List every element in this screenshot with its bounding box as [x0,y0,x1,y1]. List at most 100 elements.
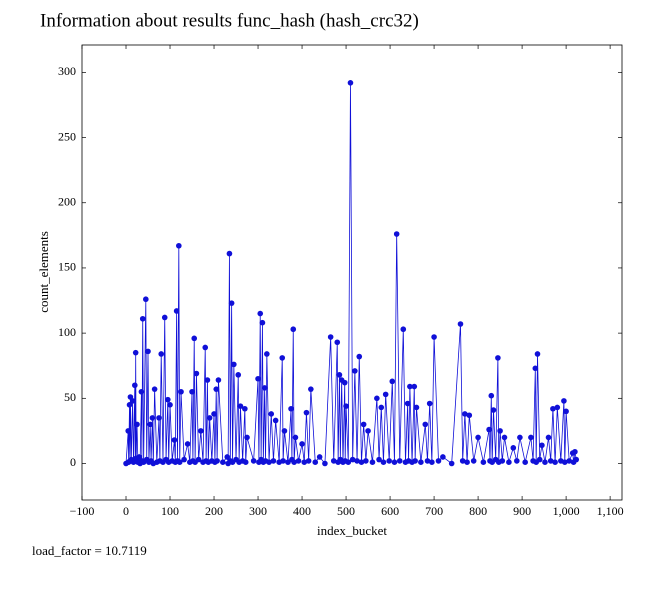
data-point [539,442,545,449]
data-point [501,434,508,441]
x-tick-label: 100 [161,504,179,518]
data-point [380,459,387,465]
data-point [497,428,503,434]
data-point [389,378,396,385]
data-point [517,434,523,441]
data-point [542,459,548,465]
data-point [305,458,312,464]
data-point [510,445,517,451]
data-point [176,459,183,465]
data-point [418,459,424,465]
data-point [228,300,235,306]
data-point [215,377,222,383]
data-point [161,314,168,321]
x-axis-label: index_bucket [317,523,387,538]
data-point [369,459,376,465]
data-point [145,348,151,355]
data-point [429,459,435,465]
data-point [407,383,413,390]
data-point [363,458,369,464]
data-point [412,458,418,464]
data-point [358,459,365,465]
data-point [266,459,272,465]
data-point [386,458,392,464]
data-point [522,459,528,465]
data-point [424,458,431,464]
data-point [514,458,520,464]
data-point [270,458,277,464]
data-point [411,383,418,390]
data-point [341,379,348,386]
data-point [213,386,220,392]
data-point [354,458,360,464]
data-point [255,375,261,382]
data-point [440,454,446,460]
data-point [422,421,429,428]
y-tick-label: 0 [70,455,76,469]
data-point [336,372,343,378]
data-point [413,404,420,411]
data-point [391,459,398,465]
data-point [330,458,337,464]
data-point [303,409,310,416]
data-point [279,355,286,361]
data-point [149,415,156,421]
data-point [376,456,382,463]
y-tick-label: 50 [64,390,76,404]
data-point [499,458,506,464]
data-point [158,351,165,357]
data-point [561,398,567,404]
data-point [343,403,349,409]
data-point [285,459,291,465]
data-point [189,388,195,395]
data-point [534,351,541,357]
data-point [566,458,572,464]
data-point [536,456,543,463]
data-point [356,353,363,360]
x-tick-label: 600 [381,504,399,518]
data-point [280,458,286,464]
data-point [435,458,442,464]
data-point [554,404,561,411]
data-point [259,319,266,326]
data-point [204,377,211,383]
data-point [563,408,569,415]
data-point [195,456,202,463]
data-point [400,326,407,333]
data-point [193,370,200,377]
data-point [572,448,578,455]
data-point [211,411,217,417]
data-point [250,458,257,464]
data-point [173,308,180,314]
data-point [184,441,191,447]
data-point [156,415,162,421]
chart-title: Information about results func_hash (has… [40,10,419,31]
y-tick-label: 150 [58,260,76,274]
data-point [360,421,367,428]
data-point [268,411,275,417]
data-point [136,454,143,460]
data-point [138,388,145,395]
data-point [272,417,279,424]
data-point [322,460,328,467]
data-point [224,454,231,460]
data-point [448,460,455,467]
data-point [334,339,341,346]
data-point [532,365,539,372]
data-point [459,458,466,464]
data-point [382,391,389,398]
data-point [345,459,352,465]
data-point [295,458,302,464]
data-point [352,368,358,374]
data-point [231,361,237,368]
data-point [506,459,512,465]
data-point [181,456,187,463]
data-point [126,402,133,408]
data-point [132,349,139,356]
data-point [176,242,182,249]
data-point [132,382,138,389]
data-point [244,434,250,441]
data-point [290,326,297,333]
data-point [349,456,356,463]
data-point [147,421,154,428]
